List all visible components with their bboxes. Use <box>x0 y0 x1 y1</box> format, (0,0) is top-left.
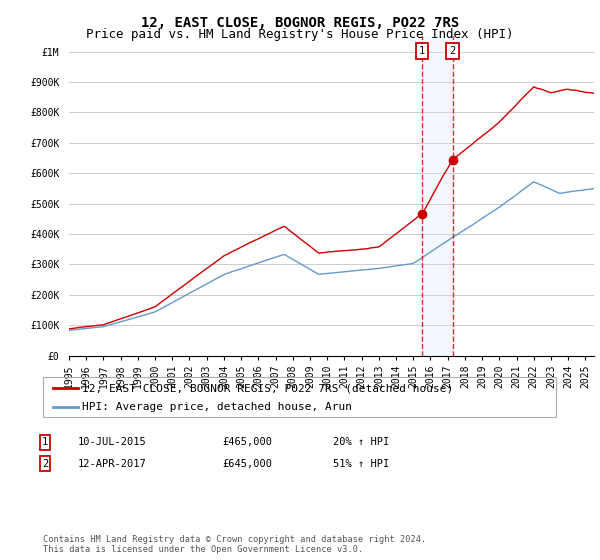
Text: Contains HM Land Registry data © Crown copyright and database right 2024.
This d: Contains HM Land Registry data © Crown c… <box>43 535 427 554</box>
Text: £645,000: £645,000 <box>222 459 272 469</box>
Text: HPI: Average price, detached house, Arun: HPI: Average price, detached house, Arun <box>82 402 352 412</box>
Text: 51% ↑ HPI: 51% ↑ HPI <box>333 459 389 469</box>
Text: 2: 2 <box>42 459 48 469</box>
Text: 12, EAST CLOSE, BOGNOR REGIS, PO22 7RS: 12, EAST CLOSE, BOGNOR REGIS, PO22 7RS <box>141 16 459 30</box>
Text: 20% ↑ HPI: 20% ↑ HPI <box>333 437 389 447</box>
Text: 12, EAST CLOSE, BOGNOR REGIS, PO22 7RS (detached house): 12, EAST CLOSE, BOGNOR REGIS, PO22 7RS (… <box>82 383 453 393</box>
Text: 10-JUL-2015: 10-JUL-2015 <box>78 437 147 447</box>
Text: 1: 1 <box>42 437 48 447</box>
Text: 1: 1 <box>419 46 425 56</box>
Text: £465,000: £465,000 <box>222 437 272 447</box>
Text: 2: 2 <box>449 46 455 56</box>
Text: 12-APR-2017: 12-APR-2017 <box>78 459 147 469</box>
Bar <box>422 36 452 356</box>
Text: Price paid vs. HM Land Registry's House Price Index (HPI): Price paid vs. HM Land Registry's House … <box>86 28 514 41</box>
